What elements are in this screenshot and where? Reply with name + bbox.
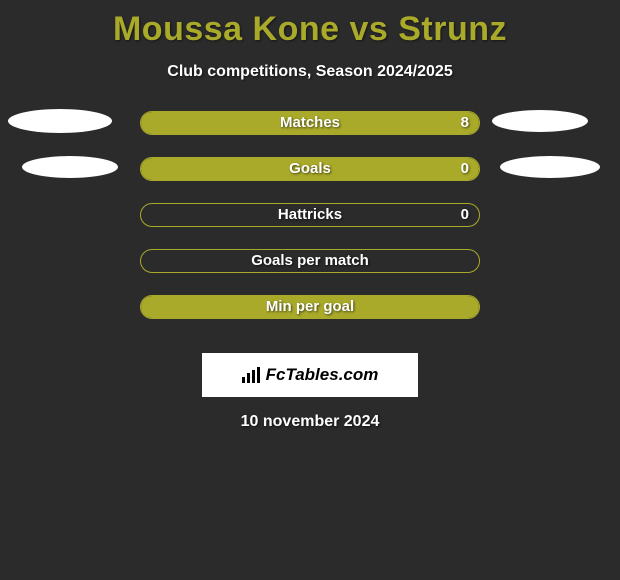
bar-fill	[141, 158, 479, 180]
bar-fill	[141, 112, 479, 134]
bar-container: Hattricks0	[140, 203, 480, 227]
player-ellipse	[500, 156, 600, 178]
player-ellipse	[22, 156, 118, 178]
bar-container: Goals per match	[140, 249, 480, 273]
bar-container: Min per goal	[140, 295, 480, 319]
page-title: Moussa Kone vs Strunz	[0, 0, 620, 49]
bar-container: Matches8	[140, 111, 480, 135]
chart-icon	[242, 367, 262, 383]
logo-box: FcTables.com	[202, 353, 418, 397]
subtitle: Club competitions, Season 2024/2025	[0, 63, 620, 81]
stat-row: Hattricks0	[0, 203, 620, 249]
stat-row: Min per goal	[0, 295, 620, 341]
bar-fill	[141, 296, 479, 318]
bar-value: 0	[461, 204, 469, 226]
logo-text: FcTables.com	[266, 365, 379, 385]
bar-label: Hattricks	[141, 204, 479, 226]
bar-label: Goals per match	[141, 250, 479, 272]
date-line: 10 november 2024	[0, 413, 620, 431]
logo: FcTables.com	[242, 365, 379, 385]
player-ellipse	[8, 109, 112, 133]
bar-container: Goals0	[140, 157, 480, 181]
comparison-chart: Matches8 Goals0 Hattricks0 Goals per match M…	[0, 111, 620, 341]
player-ellipse	[492, 110, 588, 132]
stat-row: Goals per match	[0, 249, 620, 295]
